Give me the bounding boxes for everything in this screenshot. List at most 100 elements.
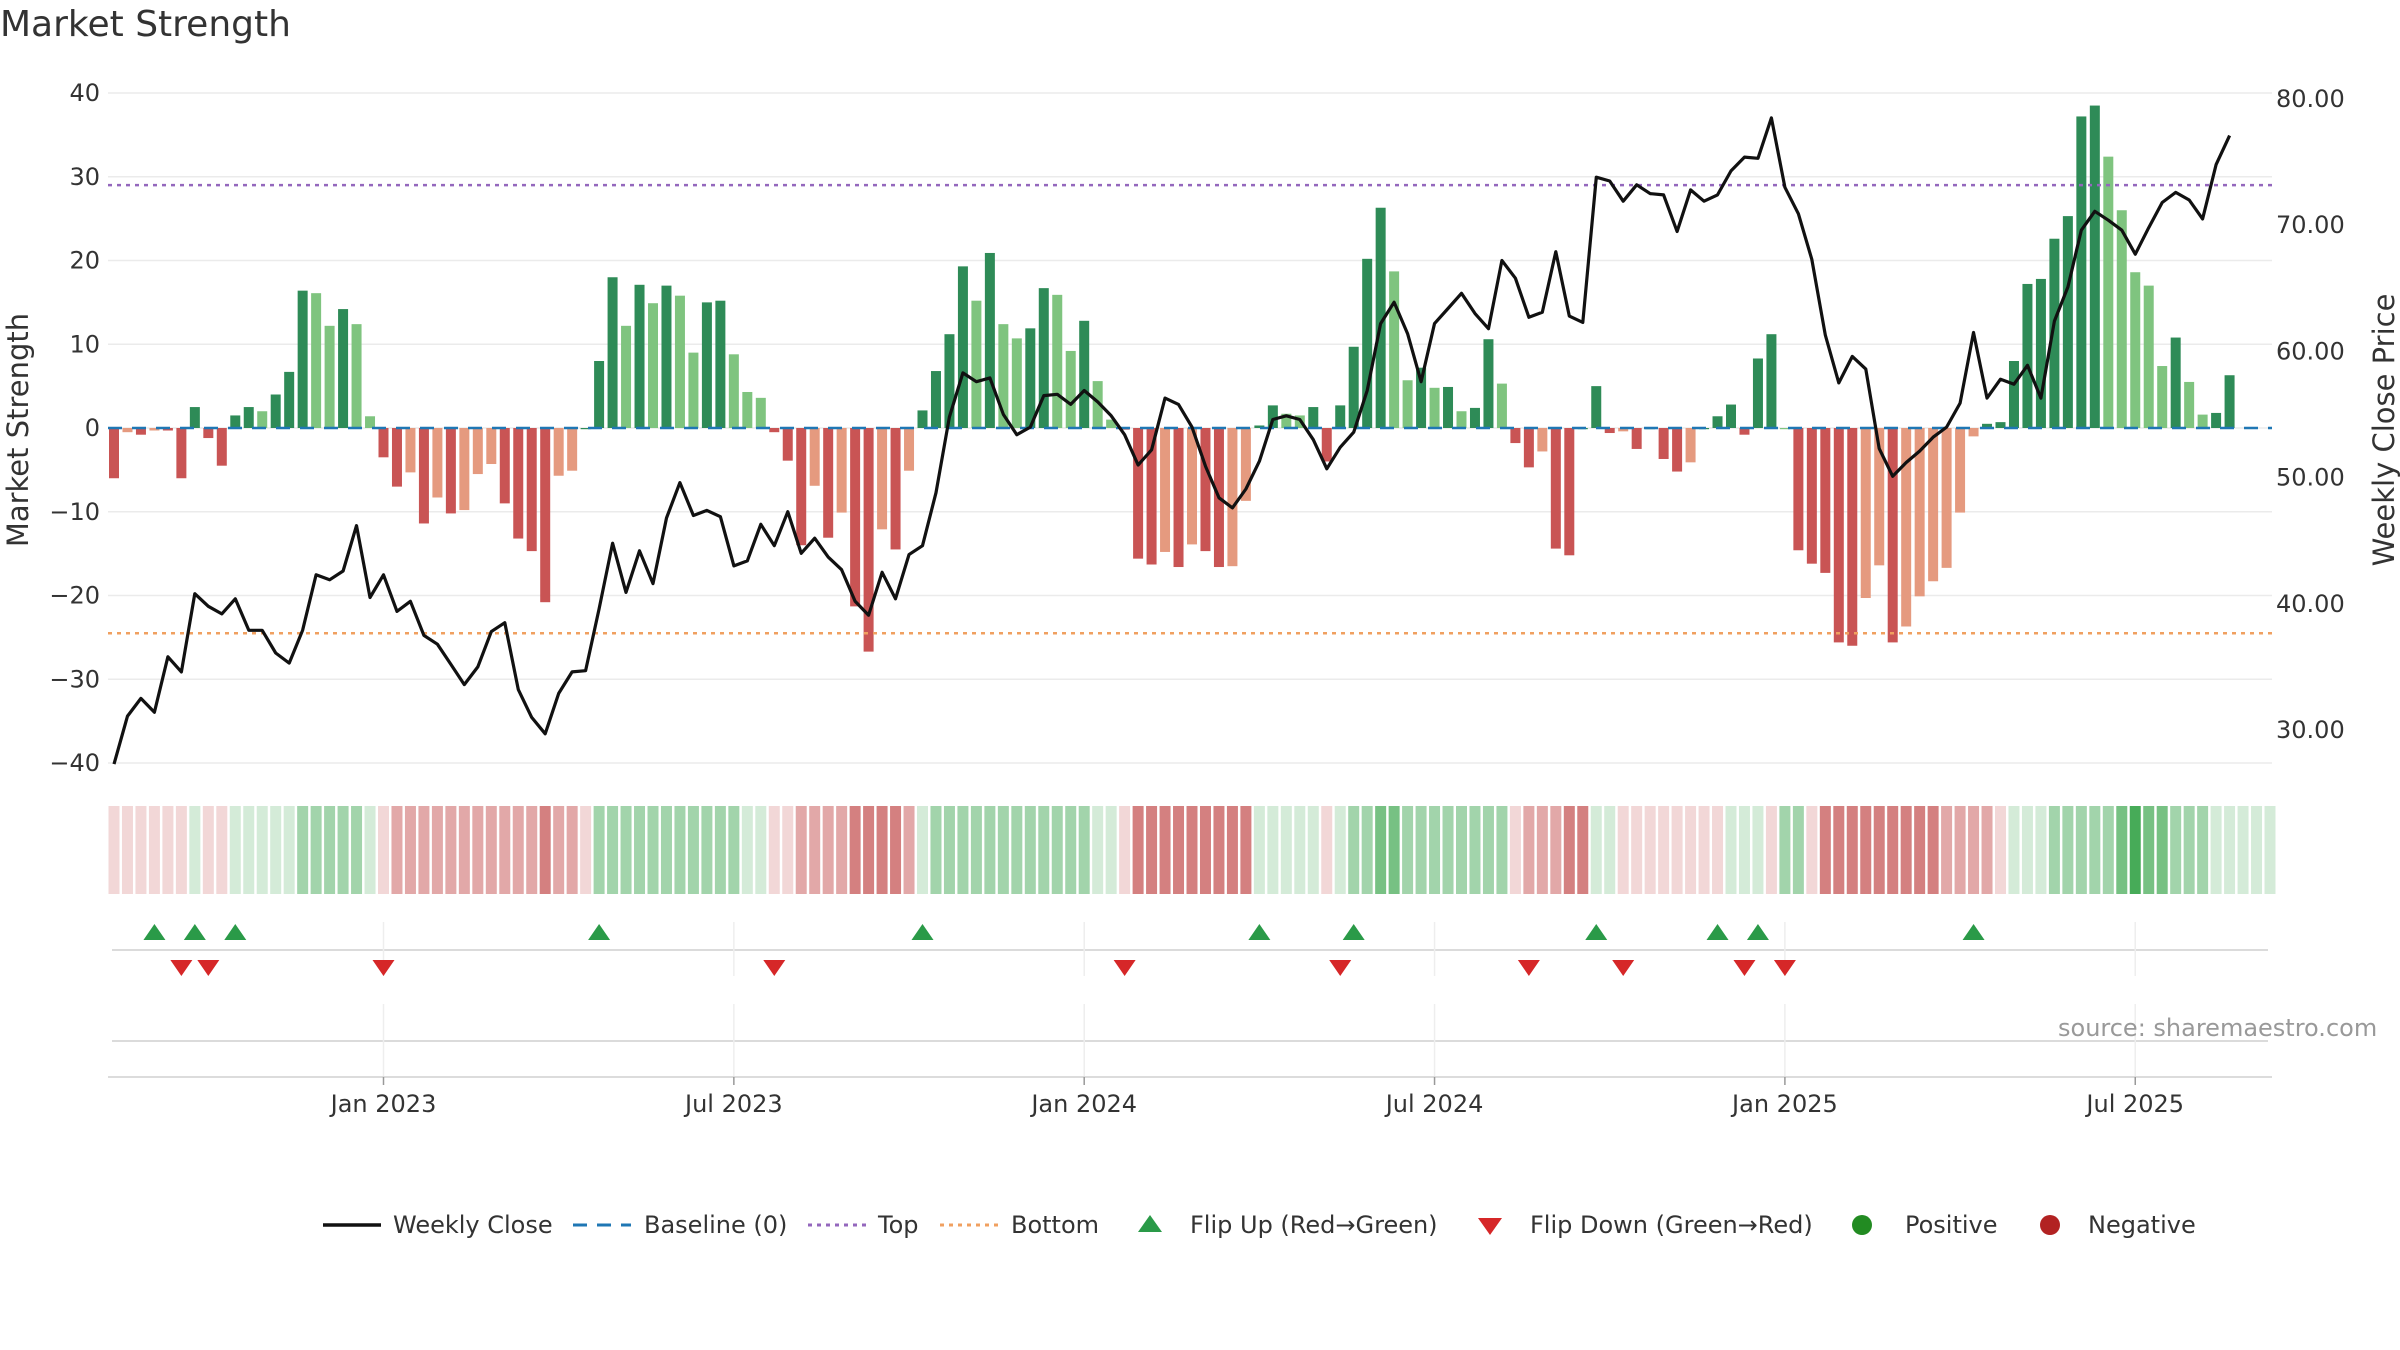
heat-cell [1981, 806, 1993, 894]
legend-swatch-flip-down [1478, 1218, 1502, 1235]
legend-label: Flip Up (Red→Green) [1190, 1211, 1438, 1239]
strength-bar [1833, 428, 1844, 643]
left-tick-label: −20 [49, 582, 100, 610]
heat-cell [1887, 806, 1899, 894]
heat-cell [431, 806, 443, 894]
heat-cell [458, 806, 470, 894]
heat-cell [957, 806, 969, 894]
heat-cell [1658, 806, 1670, 894]
heat-cell [175, 806, 187, 894]
strength-bar [1604, 428, 1615, 434]
flip-down-marker [1329, 960, 1352, 976]
strength-bar [1240, 428, 1251, 501]
heat-cell [728, 806, 740, 894]
heat-cell [836, 806, 848, 894]
heat-cell [256, 806, 268, 894]
strength-bar [1443, 386, 1454, 428]
heat-cell [903, 806, 915, 894]
heat-cell [1496, 806, 1508, 894]
strength-bar [1928, 428, 1939, 582]
strength-bar [2143, 285, 2154, 428]
heat-cell [1119, 806, 1131, 894]
strength-bar [769, 428, 780, 433]
flip-down-marker [1773, 960, 1796, 976]
right-axis-title: Weekly Close Price [2367, 294, 2400, 567]
heat-cell [607, 806, 619, 894]
heat-cell [2170, 806, 2182, 894]
strength-bar [203, 428, 214, 439]
heat-cell [1065, 806, 1077, 894]
heat-cell [1334, 806, 1346, 894]
strength-bar [2008, 361, 2019, 428]
heat-cell [1617, 806, 1629, 894]
heat-cell [1105, 806, 1117, 894]
x-tick-label: Jul 2024 [1384, 1090, 1484, 1118]
heat-cell [1577, 806, 1589, 894]
strength-bar [877, 428, 888, 530]
right-tick-label: 60.00 [2276, 337, 2345, 365]
heat-cell [2237, 806, 2249, 894]
heat-cell [1051, 806, 1063, 894]
heat-cell [485, 806, 497, 894]
strength-bar [1564, 428, 1575, 556]
heat-cell [1509, 806, 1521, 894]
left-tick-label: 30 [69, 163, 100, 191]
strength-bar [1793, 428, 1804, 551]
heat-cell [310, 806, 322, 894]
heat-cell [229, 806, 241, 894]
strength-bar [1496, 383, 1507, 428]
strength-bar [1187, 428, 1197, 545]
strength-bar [1982, 423, 1993, 428]
heat-cell [1253, 806, 1265, 894]
heat-cell [148, 806, 160, 894]
strength-bar [1510, 428, 1521, 444]
heat-cell [553, 806, 565, 894]
heat-cell [1199, 806, 1211, 894]
strength-bar [2062, 216, 2073, 428]
heat-cell [714, 806, 726, 894]
heat-cell [984, 806, 996, 894]
heat-cell [1631, 806, 1643, 894]
strength-bar [1806, 428, 1817, 564]
strength-bar [850, 428, 861, 607]
flip-down-marker [170, 960, 193, 976]
flip-down-marker [763, 960, 786, 976]
strength-bar [1658, 428, 1669, 459]
strength-bar [796, 428, 807, 546]
right-tick-label: 70.00 [2276, 211, 2345, 239]
flip-markers-panel [112, 922, 2268, 1076]
strength-bar [1537, 428, 1548, 452]
heat-cell [2035, 806, 2047, 894]
flip-down-marker [1733, 960, 1756, 976]
flip-up-marker [1706, 924, 1729, 940]
strength-bar [1820, 428, 1831, 573]
left-tick-label: 10 [69, 330, 100, 358]
flip-up-marker [1342, 924, 1365, 940]
heat-cell [1927, 806, 1939, 894]
strength-bar [1362, 258, 1373, 428]
strength-bar [621, 325, 632, 428]
heat-cell [1604, 806, 1616, 894]
heat-cell [2021, 806, 2033, 894]
strength-bar [1766, 334, 1777, 428]
heat-cell [1752, 806, 1764, 894]
flip-up-marker [1746, 924, 1769, 940]
strength-bar [540, 428, 551, 603]
strength-bar [701, 302, 712, 428]
heat-cell [202, 806, 214, 894]
legend-label: Flip Down (Green→Red) [1530, 1211, 1813, 1239]
strength-bar [607, 277, 618, 428]
heat-cell [2048, 806, 2060, 894]
strength-bar [930, 371, 941, 428]
legend-label: Negative [2088, 1211, 2196, 1239]
heat-cell [970, 806, 982, 894]
strength-bar [957, 266, 968, 428]
left-tick-label: 0 [85, 414, 100, 442]
strength-bar [2170, 337, 2181, 428]
heat-cell [1226, 806, 1238, 894]
heat-cell [1388, 806, 1400, 894]
heat-cell [782, 806, 794, 894]
strength-bar [1011, 338, 1022, 428]
heat-cell [378, 806, 389, 894]
strength-bar [1955, 428, 1966, 513]
